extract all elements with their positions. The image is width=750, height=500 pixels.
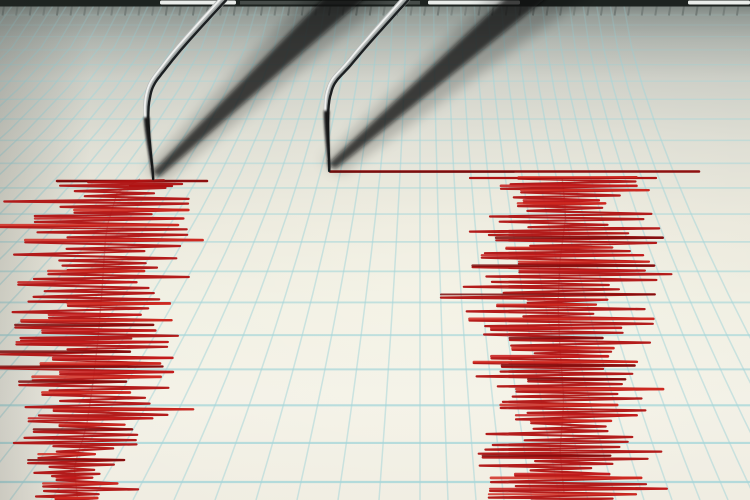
grid-column [541, 5, 673, 500]
pen-cast-shadow [152, 0, 363, 177]
grid-column [296, 5, 380, 500]
grid-column [214, 5, 353, 500]
pen-highlight [143, 0, 221, 168]
grid-column [596, 5, 750, 434]
top-haze [0, 6, 750, 78]
grid-column [173, 5, 340, 500]
grid-column [582, 5, 750, 489]
grid-column [132, 5, 326, 500]
grid-column [555, 5, 701, 500]
grid-column [568, 5, 729, 500]
pen-highlight [324, 0, 403, 161]
grid-column [0, 5, 176, 237]
grid-column [0, 5, 163, 215]
grid-column [255, 5, 367, 500]
grid-column [337, 5, 394, 500]
trace-waveform [439, 176, 673, 500]
pen-shadow-penumbra [322, 0, 583, 174]
pen-cast-shadow [328, 0, 544, 169]
left-pen [143, 0, 386, 181]
grid-column [460, 5, 505, 500]
right-trace [328, 170, 701, 500]
seismogram-traces [0, 170, 701, 500]
pen-tip [323, 110, 330, 171]
drum-edge-highlight [688, 0, 750, 5]
recording-pens [143, 0, 583, 181]
grid-column [609, 5, 750, 384]
left-trace [0, 178, 209, 500]
grid-column [0, 5, 149, 194]
grid-column [623, 5, 750, 340]
right-pen [322, 0, 583, 174]
pen-tip [143, 117, 154, 179]
